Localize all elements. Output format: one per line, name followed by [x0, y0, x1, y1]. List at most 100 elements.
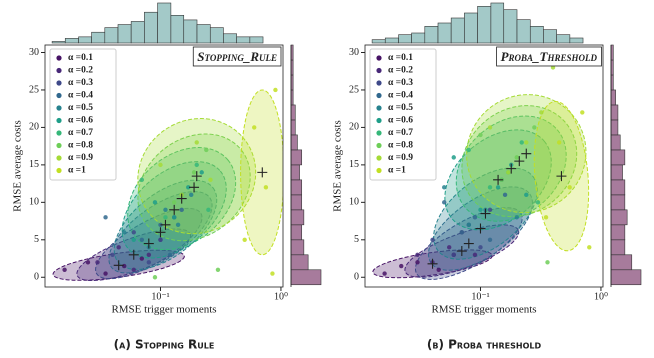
point: [466, 147, 472, 153]
axes-frame: [44, 44, 284, 288]
point: [146, 260, 152, 265]
point: [556, 140, 562, 145]
point: [215, 267, 221, 272]
y-tick-label: 20: [29, 122, 39, 133]
point: [442, 200, 447, 205]
plot-area: [52, 57, 283, 282]
point: [487, 207, 493, 213]
histogram-bar: [290, 134, 298, 151]
histogram-bar: [610, 269, 642, 286]
point: [524, 192, 529, 198]
y-tick-label: 30: [29, 47, 39, 58]
point: [175, 222, 181, 228]
legend-marker: [56, 55, 62, 61]
legend-marker: [376, 142, 382, 149]
histogram-bar: [290, 149, 303, 166]
mean-marker: [456, 246, 467, 257]
histogram-bar: [290, 239, 305, 256]
point: [152, 275, 158, 280]
point: [478, 245, 483, 250]
y-axis-label: RMSE average costs: [332, 120, 344, 212]
histogram-bar: [610, 224, 626, 241]
histogram-bar: [236, 36, 251, 44]
histogram-bar: [104, 27, 119, 44]
legend-label: α =0.3: [68, 78, 93, 88]
mean-marker: [155, 227, 166, 238]
title-box: [496, 46, 602, 67]
caption: (a) Stopping Rule: [114, 338, 215, 352]
legend-marker: [376, 80, 382, 86]
histogram-bar: [450, 17, 465, 44]
point: [545, 260, 550, 265]
mean-marker: [521, 148, 532, 159]
point: [163, 207, 168, 213]
mean-marker: [113, 260, 124, 271]
legend-label: α =0.9: [388, 153, 413, 163]
mean-marker: [514, 156, 525, 167]
point: [103, 215, 108, 220]
legend-marker: [56, 92, 62, 99]
legend-label: α =0.7: [68, 128, 93, 138]
histogram-bar: [556, 34, 571, 44]
histogram-bar: [411, 32, 426, 44]
mean-marker: [427, 258, 438, 269]
point: [179, 207, 184, 213]
point: [146, 252, 152, 257]
point: [131, 230, 136, 235]
histogram-bar: [290, 269, 322, 286]
legend-label: α =1: [68, 166, 86, 176]
histogram-bar: [610, 194, 626, 211]
point: [543, 215, 549, 220]
point: [478, 207, 483, 213]
histogram-bar: [610, 119, 619, 136]
point: [191, 170, 197, 175]
point: [502, 192, 508, 198]
histogram-bar: [437, 22, 452, 44]
histogram-bar: [610, 134, 621, 151]
axes-frame: [364, 44, 604, 288]
y-tick-label: 5: [354, 234, 359, 245]
point: [172, 215, 177, 220]
point: [447, 245, 452, 250]
legend-label: α =0.5: [68, 103, 93, 113]
point: [172, 200, 177, 205]
legend-label: α =0.5: [388, 103, 413, 113]
histogram-bar: [610, 89, 616, 106]
point: [487, 185, 493, 190]
legend-marker: [56, 167, 62, 174]
histogram-bar: [569, 37, 584, 44]
histogram-bar: [290, 119, 296, 136]
point: [208, 177, 213, 183]
legend-label: α =1: [388, 166, 406, 176]
x-tick-label: 10⁻¹: [151, 291, 169, 302]
legend-label: α =0.2: [388, 66, 413, 76]
point: [131, 267, 136, 272]
point: [436, 267, 441, 272]
legend-marker: [56, 80, 62, 86]
legend-marker: [376, 105, 382, 111]
legend-label: α =0.1: [68, 53, 93, 63]
histogram-bar: [130, 21, 145, 44]
mean-marker: [257, 167, 268, 178]
point: [263, 185, 269, 190]
histogram-bar: [290, 179, 303, 196]
point: [451, 252, 456, 257]
point: [116, 245, 121, 250]
point: [472, 215, 478, 220]
y-axis-label: RMSE average costs: [12, 120, 24, 212]
point: [252, 125, 257, 130]
legend-box: [369, 48, 437, 181]
point: [110, 252, 115, 257]
legend-marker: [376, 117, 382, 124]
legend-label: α =0.3: [388, 78, 413, 88]
point: [382, 271, 387, 276]
chart-title: Proba_Threshold: [501, 49, 598, 64]
legend-marker: [376, 130, 382, 136]
legend-marker: [376, 92, 382, 99]
point: [514, 215, 519, 220]
point: [194, 140, 199, 145]
mean-marker: [128, 249, 139, 260]
legend-marker: [376, 67, 382, 74]
legend-label: α =0.6: [388, 116, 413, 126]
